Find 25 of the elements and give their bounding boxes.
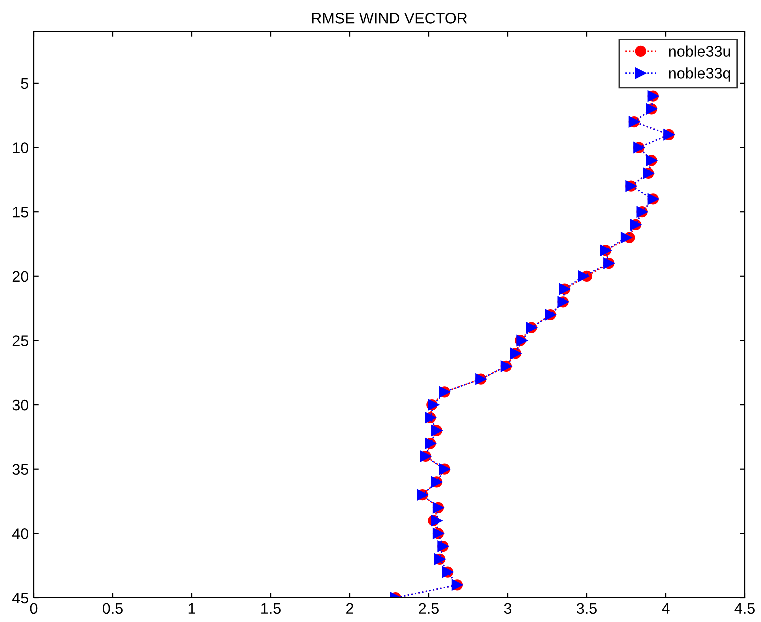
y-tick-label: 15	[13, 207, 28, 218]
y-tick-label: 45	[12, 593, 28, 604]
y-tick-label: 5	[21, 78, 28, 90]
chart-title: RMSE WIND VECTOR	[312, 13, 468, 24]
legend-label: noble33u	[669, 46, 730, 57]
y-tick-label: 25	[12, 336, 28, 346]
x-tick-label: 0.5	[102, 603, 123, 614]
point	[620, 232, 632, 244]
y-tick-label: 20	[12, 271, 29, 282]
y-tick-label: 40	[12, 528, 29, 540]
x-tick-label: 4.5	[734, 603, 755, 614]
x-tick-label: 2.5	[419, 603, 439, 614]
x-tick-label: 1.5	[262, 603, 281, 614]
y-tick-label: 30	[12, 400, 29, 411]
x-tick-label: 2	[346, 603, 354, 614]
y-tick-label: 10	[13, 142, 29, 154]
x-tick-label: 4	[662, 603, 670, 614]
x-tick-label: 3.5	[576, 603, 597, 614]
x-tick-label: 3	[504, 603, 512, 614]
x-tick-label: 1	[188, 603, 196, 614]
point	[431, 515, 442, 526]
y-tick-label: 35	[12, 464, 28, 476]
point	[578, 270, 590, 282]
x-tick-label: 0	[30, 603, 38, 614]
legend-label: noble33q	[669, 68, 730, 82]
